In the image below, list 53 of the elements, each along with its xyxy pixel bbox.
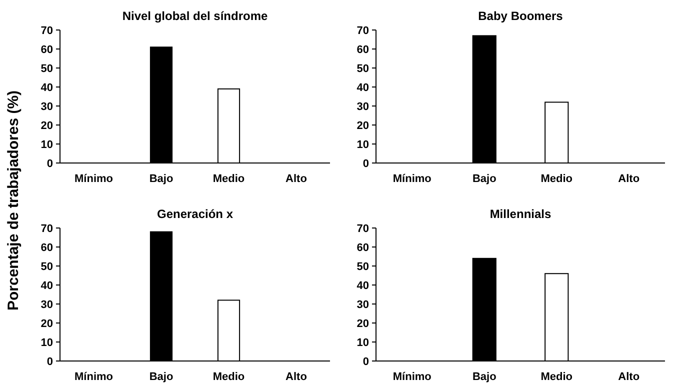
chart-title: Baby Boomers xyxy=(478,9,564,23)
y-tick-label: 50 xyxy=(40,62,53,75)
x-tick-label: Medio xyxy=(540,173,573,185)
chart-title: Millennials xyxy=(490,207,552,221)
y-tick-label: 0 xyxy=(46,356,53,368)
y-tick-label: 10 xyxy=(40,138,53,151)
y-tick-label: 40 xyxy=(40,82,53,94)
y-tick-label: 30 xyxy=(40,298,53,311)
x-tick-label: Mínimo xyxy=(392,371,432,383)
x-tick-label: Mínimo xyxy=(392,173,432,185)
y-tick-label: 70 xyxy=(356,222,369,235)
x-tick-label: Bajo xyxy=(149,173,174,185)
x-tick-label: Mínimo xyxy=(74,173,114,185)
y-tick-label: 20 xyxy=(40,318,53,330)
y-tick-label: 60 xyxy=(356,44,369,56)
y-tick-label: 50 xyxy=(40,260,53,273)
y-tick-label: 60 xyxy=(356,242,369,254)
y-axis-title: Porcentaje de trabajadores (%) xyxy=(5,90,22,311)
y-tick-label: 40 xyxy=(40,280,53,292)
y-tick-label: 50 xyxy=(356,62,369,75)
y-tick-label: 60 xyxy=(40,242,53,254)
x-tick-label: Medio xyxy=(212,173,245,185)
y-tick-label: 0 xyxy=(362,158,369,170)
x-tick-label: Bajo xyxy=(472,173,497,185)
y-tick-label: 50 xyxy=(356,260,369,273)
y-tick-label: 10 xyxy=(40,336,53,349)
y-tick-label: 10 xyxy=(356,138,369,151)
x-tick-label: Bajo xyxy=(149,371,174,383)
y-tick-label: 60 xyxy=(40,44,53,56)
x-tick-label: Alto xyxy=(286,371,308,383)
y-tick-label: 20 xyxy=(356,120,369,132)
x-tick-label: Alto xyxy=(618,371,640,383)
y-tick-label: 10 xyxy=(356,336,369,349)
y-tick-label: 20 xyxy=(356,318,369,330)
chart-title: Generación x xyxy=(156,207,234,221)
y-tick-label: 30 xyxy=(356,298,369,311)
x-tick-label: Bajo xyxy=(472,371,497,383)
y-tick-label: 40 xyxy=(356,82,369,94)
y-tick-label: 40 xyxy=(356,280,369,292)
y-tick-label: 30 xyxy=(40,100,53,113)
chart-title: Nivel global del síndrome xyxy=(122,9,268,23)
y-tick-label: 70 xyxy=(40,24,53,37)
y-tick-label: 70 xyxy=(356,24,369,37)
y-tick-label: 0 xyxy=(362,356,369,368)
x-tick-label: Medio xyxy=(540,371,573,383)
y-tick-label: 70 xyxy=(40,222,53,235)
x-tick-label: Mínimo xyxy=(74,371,114,383)
y-tick-label: 0 xyxy=(46,158,53,170)
x-tick-label: Medio xyxy=(212,371,245,383)
x-tick-label: Alto xyxy=(618,173,640,185)
x-tick-label: Alto xyxy=(286,173,308,185)
y-tick-label: 30 xyxy=(356,100,369,113)
y-tick-label: 20 xyxy=(40,120,53,132)
